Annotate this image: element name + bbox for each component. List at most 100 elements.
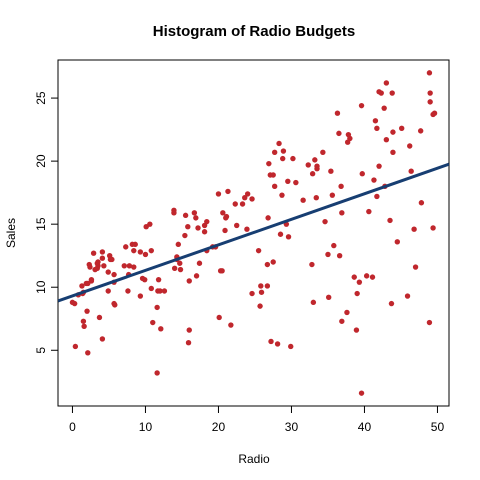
point bbox=[334, 110, 341, 116]
point bbox=[309, 261, 315, 268]
point bbox=[228, 322, 234, 328]
point bbox=[148, 285, 154, 292]
point bbox=[72, 343, 79, 350]
point bbox=[244, 191, 251, 197]
point bbox=[255, 247, 262, 254]
point bbox=[398, 125, 405, 132]
point bbox=[223, 213, 230, 220]
point bbox=[111, 271, 117, 278]
point bbox=[266, 160, 272, 167]
x-tick-label: 30 bbox=[285, 420, 299, 434]
point bbox=[222, 227, 228, 234]
point bbox=[339, 318, 345, 324]
point bbox=[329, 192, 336, 198]
point bbox=[220, 210, 226, 216]
point bbox=[328, 168, 334, 174]
point bbox=[123, 244, 129, 250]
point bbox=[239, 201, 246, 207]
point bbox=[426, 70, 433, 76]
point bbox=[201, 229, 208, 235]
y-tick-label: 5 bbox=[34, 347, 48, 354]
point bbox=[175, 241, 182, 248]
point bbox=[257, 303, 263, 309]
y-tick-label: 20 bbox=[34, 154, 48, 168]
x-tick-label: 10 bbox=[139, 420, 153, 434]
point bbox=[80, 318, 87, 324]
point bbox=[244, 226, 250, 232]
point bbox=[339, 210, 345, 216]
point bbox=[285, 234, 292, 240]
point bbox=[383, 136, 390, 143]
point bbox=[258, 289, 265, 295]
point bbox=[271, 183, 278, 190]
point bbox=[376, 89, 382, 95]
point bbox=[148, 247, 154, 254]
point bbox=[265, 215, 271, 221]
point bbox=[125, 288, 131, 294]
point bbox=[171, 210, 177, 216]
point bbox=[86, 261, 92, 268]
point bbox=[314, 163, 320, 169]
chart-title: Histogram of Radio Budgets bbox=[153, 23, 356, 40]
point bbox=[258, 283, 264, 289]
point bbox=[359, 171, 365, 177]
point bbox=[85, 280, 91, 287]
point bbox=[101, 263, 107, 269]
point bbox=[376, 163, 382, 169]
point bbox=[388, 300, 395, 307]
point bbox=[293, 179, 299, 186]
point bbox=[105, 288, 111, 294]
y-tick-label: 10 bbox=[34, 280, 48, 294]
point bbox=[276, 140, 282, 147]
point bbox=[132, 241, 138, 248]
y-axis-label: Sales bbox=[4, 218, 18, 248]
point bbox=[431, 110, 438, 116]
point bbox=[171, 265, 178, 272]
point bbox=[366, 208, 372, 215]
point bbox=[126, 263, 133, 269]
point bbox=[351, 274, 357, 280]
point bbox=[325, 294, 332, 301]
point bbox=[285, 178, 291, 185]
point bbox=[336, 252, 343, 259]
point bbox=[394, 239, 401, 245]
point bbox=[96, 314, 103, 321]
point bbox=[387, 217, 393, 224]
x-tick-label: 20 bbox=[212, 420, 226, 434]
point bbox=[407, 143, 413, 149]
point bbox=[249, 196, 255, 202]
point bbox=[155, 276, 162, 283]
point bbox=[274, 341, 281, 347]
point bbox=[69, 299, 76, 306]
x-axis-label: Radio bbox=[238, 452, 270, 466]
point bbox=[79, 283, 85, 289]
point bbox=[99, 249, 106, 255]
point bbox=[374, 125, 380, 132]
point bbox=[290, 155, 296, 162]
point bbox=[185, 340, 192, 346]
point bbox=[280, 155, 286, 162]
point bbox=[217, 268, 224, 274]
point bbox=[193, 273, 200, 279]
point bbox=[331, 242, 337, 249]
point bbox=[369, 274, 376, 280]
x-tick-label: 0 bbox=[69, 420, 76, 434]
point bbox=[201, 222, 208, 229]
point bbox=[268, 338, 274, 345]
point bbox=[427, 90, 433, 96]
point bbox=[336, 130, 342, 137]
point bbox=[147, 221, 153, 227]
point bbox=[325, 251, 331, 258]
point bbox=[161, 288, 168, 294]
point bbox=[280, 148, 287, 154]
y-tick-label: 15 bbox=[34, 217, 48, 231]
point bbox=[277, 231, 284, 237]
point bbox=[271, 149, 278, 156]
point bbox=[121, 263, 127, 269]
point bbox=[404, 293, 411, 299]
point bbox=[344, 309, 350, 316]
point bbox=[354, 290, 360, 297]
point bbox=[320, 149, 326, 156]
point bbox=[430, 225, 436, 231]
